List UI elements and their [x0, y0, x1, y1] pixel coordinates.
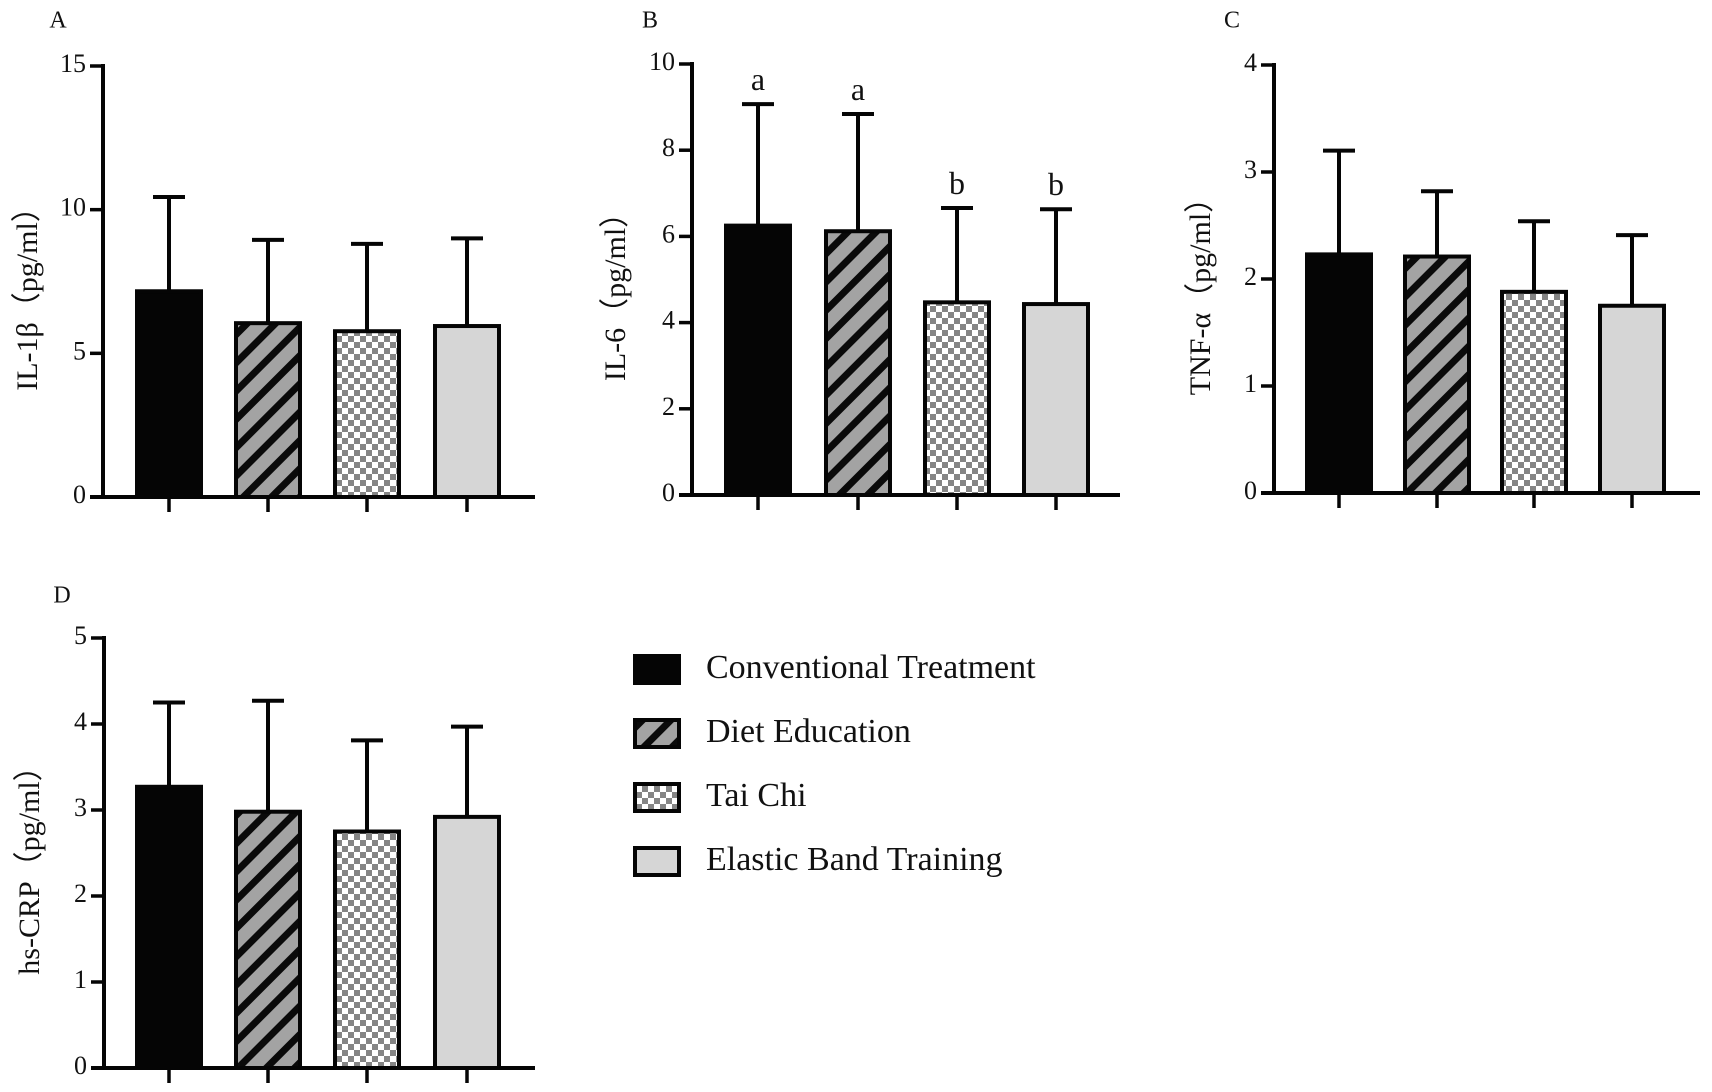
bar-diet-education	[824, 229, 892, 497]
legend-label: Elastic Band Training	[706, 841, 1003, 878]
y-axis-title: hs-CRP（pg/ml）	[13, 751, 46, 974]
panel-c: C TNF-α（pg/ml） 0 1 2 3 4	[1184, 8, 1700, 508]
panel-a: A IL-1β（pg/ml） 0 5 10 15	[11, 8, 535, 512]
y-axis-title: IL-6（pg/ml）	[599, 198, 632, 381]
bar-diet-education	[234, 809, 302, 1070]
significance-label: b	[949, 165, 965, 201]
legend-swatch	[633, 846, 681, 877]
y-tick-label: 5	[74, 621, 87, 650]
legend-swatch	[633, 654, 681, 685]
y-tick-label: 1	[1244, 369, 1257, 398]
y-tick-label: 15	[60, 49, 86, 78]
y-tick-label: 10	[60, 193, 86, 222]
legend-swatch	[633, 782, 681, 813]
bar-elastic-band-training	[1598, 303, 1666, 495]
y-tick-label: 3	[74, 793, 87, 822]
y-tick-label: 5	[73, 336, 86, 365]
legend-item-tai-chi: Tai Chi	[633, 777, 807, 814]
bar-conventional-treatment	[135, 289, 203, 500]
bar-diet-education	[234, 321, 302, 499]
legend-item-conventional-treatment: Conventional Treatment	[633, 649, 1036, 686]
bar-conventional-treatment	[1305, 252, 1373, 495]
y-tick-label: 8	[662, 133, 675, 162]
y-axis-title: IL-1β（pg/ml）	[11, 192, 44, 391]
panel-letter: D	[53, 583, 70, 609]
panel-d: Dhs-CRP（pg/ml） 0 1 2 3 4 5	[13, 583, 535, 1083]
significance-label: b	[1048, 166, 1064, 202]
significance-label: a	[751, 61, 765, 97]
legend-item-elastic-band-training: Elastic Band Training	[633, 841, 1003, 878]
legend: Conventional Treatment Diet Education Tai …	[633, 649, 1036, 878]
panel-letter: C	[1224, 8, 1240, 34]
bar-tai-chi	[1500, 289, 1568, 495]
legend-label: Tai Chi	[706, 777, 807, 814]
bar-elastic-band-training	[433, 814, 501, 1070]
y-tick-label: 0	[1244, 476, 1257, 505]
bar-tai-chi	[333, 829, 401, 1070]
legend-label: Conventional Treatment	[706, 649, 1036, 686]
panel-letter: B	[642, 8, 658, 34]
y-axis-title: TNF-α（pg/ml）	[1184, 183, 1217, 395]
bar-diet-education	[1403, 254, 1471, 495]
y-tick-label: 4	[1244, 48, 1257, 77]
y-tick-label: 2	[74, 879, 87, 908]
y-tick-label: 0	[73, 480, 86, 509]
y-tick-label: 3	[1244, 155, 1257, 184]
y-tick-label: 10	[649, 47, 675, 76]
legend-swatch	[633, 718, 681, 749]
legend-item-diet-education: Diet Education	[633, 713, 911, 750]
y-tick-label: 0	[662, 478, 675, 507]
y-tick-label: 1	[74, 965, 87, 994]
bar-conventional-treatment	[724, 223, 792, 497]
bar-elastic-band-training	[433, 324, 501, 499]
y-tick-label: 2	[1244, 262, 1257, 291]
panel-letter: A	[49, 8, 67, 34]
bar-elastic-band-training	[1022, 302, 1090, 497]
bar-tai-chi	[923, 300, 991, 497]
y-tick-label: 4	[662, 306, 675, 335]
bar-conventional-treatment	[135, 784, 203, 1071]
panel-b: B IL-6（pg/ml） a a b b 0 2 4 6 8 10	[599, 8, 1120, 510]
legend-label: Diet Education	[706, 713, 911, 750]
y-tick-label: 6	[662, 219, 675, 248]
bar-tai-chi	[333, 329, 401, 500]
significance-label: a	[851, 71, 865, 107]
y-tick-label: 4	[74, 707, 87, 736]
y-tick-label: 2	[662, 392, 675, 421]
y-tick-label: 0	[74, 1051, 87, 1080]
